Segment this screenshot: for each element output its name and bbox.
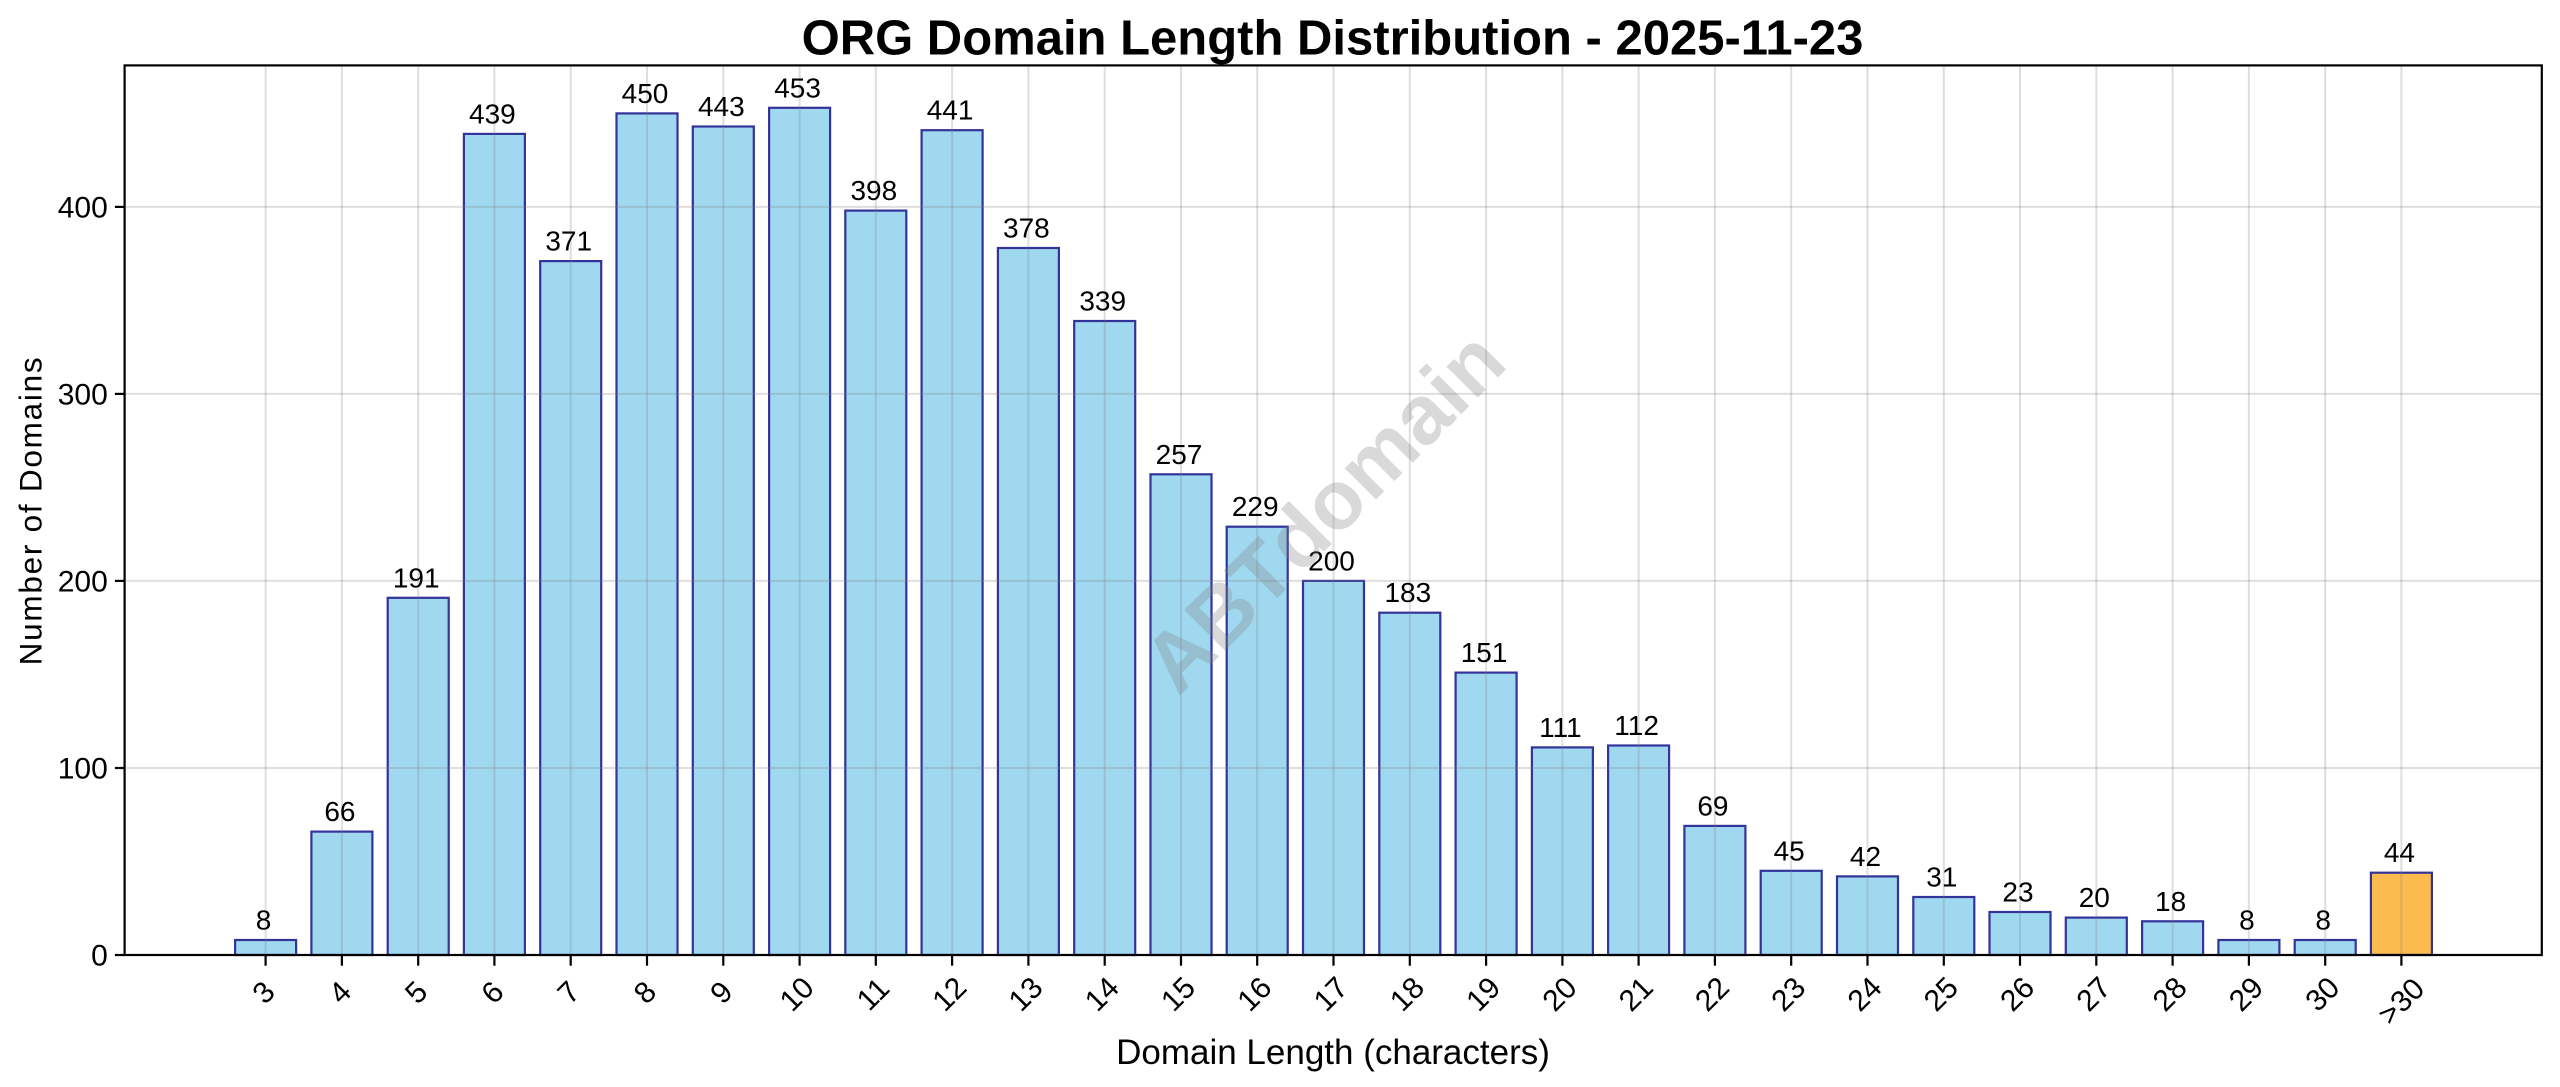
svg-text:450: 450 [622, 78, 669, 109]
svg-text:42: 42 [1850, 841, 1881, 872]
svg-text:Number of Domains: Number of Domains [13, 356, 49, 666]
svg-text:ORG Domain Length Distribution: ORG Domain Length Distribution - 2025-11… [802, 12, 1864, 66]
svg-text:441: 441 [927, 95, 974, 126]
svg-text:453: 453 [774, 72, 821, 103]
svg-text:300: 300 [58, 379, 108, 412]
svg-text:183: 183 [1384, 577, 1431, 608]
svg-text:45: 45 [1774, 835, 1805, 866]
svg-text:111: 111 [1539, 712, 1582, 743]
svg-text:8: 8 [2239, 905, 2255, 936]
svg-text:8: 8 [2315, 905, 2331, 936]
svg-text:439: 439 [469, 98, 516, 129]
svg-text:200: 200 [1308, 545, 1355, 576]
svg-text:398: 398 [850, 175, 897, 206]
svg-text:151: 151 [1461, 637, 1508, 668]
svg-text:443: 443 [698, 91, 745, 122]
svg-text:44: 44 [2384, 837, 2415, 868]
svg-text:0: 0 [91, 940, 108, 973]
svg-text:20: 20 [2079, 882, 2110, 913]
svg-text:400: 400 [58, 192, 108, 225]
svg-text:23: 23 [2002, 877, 2033, 908]
svg-text:371: 371 [545, 226, 592, 257]
svg-text:229: 229 [1232, 491, 1279, 522]
svg-text:18: 18 [2155, 886, 2186, 917]
svg-text:Domain Length (characters): Domain Length (characters) [1116, 1033, 1550, 1072]
svg-text:100: 100 [58, 753, 108, 786]
svg-text:8: 8 [256, 905, 272, 936]
svg-text:69: 69 [1697, 790, 1728, 821]
svg-text:378: 378 [1003, 213, 1050, 244]
svg-text:339: 339 [1079, 286, 1126, 317]
svg-text:191: 191 [393, 562, 440, 593]
svg-text:200: 200 [58, 566, 108, 599]
svg-text:257: 257 [1156, 439, 1203, 470]
svg-text:31: 31 [1926, 862, 1957, 893]
svg-text:112: 112 [1614, 710, 1659, 741]
svg-text:66: 66 [324, 796, 355, 827]
